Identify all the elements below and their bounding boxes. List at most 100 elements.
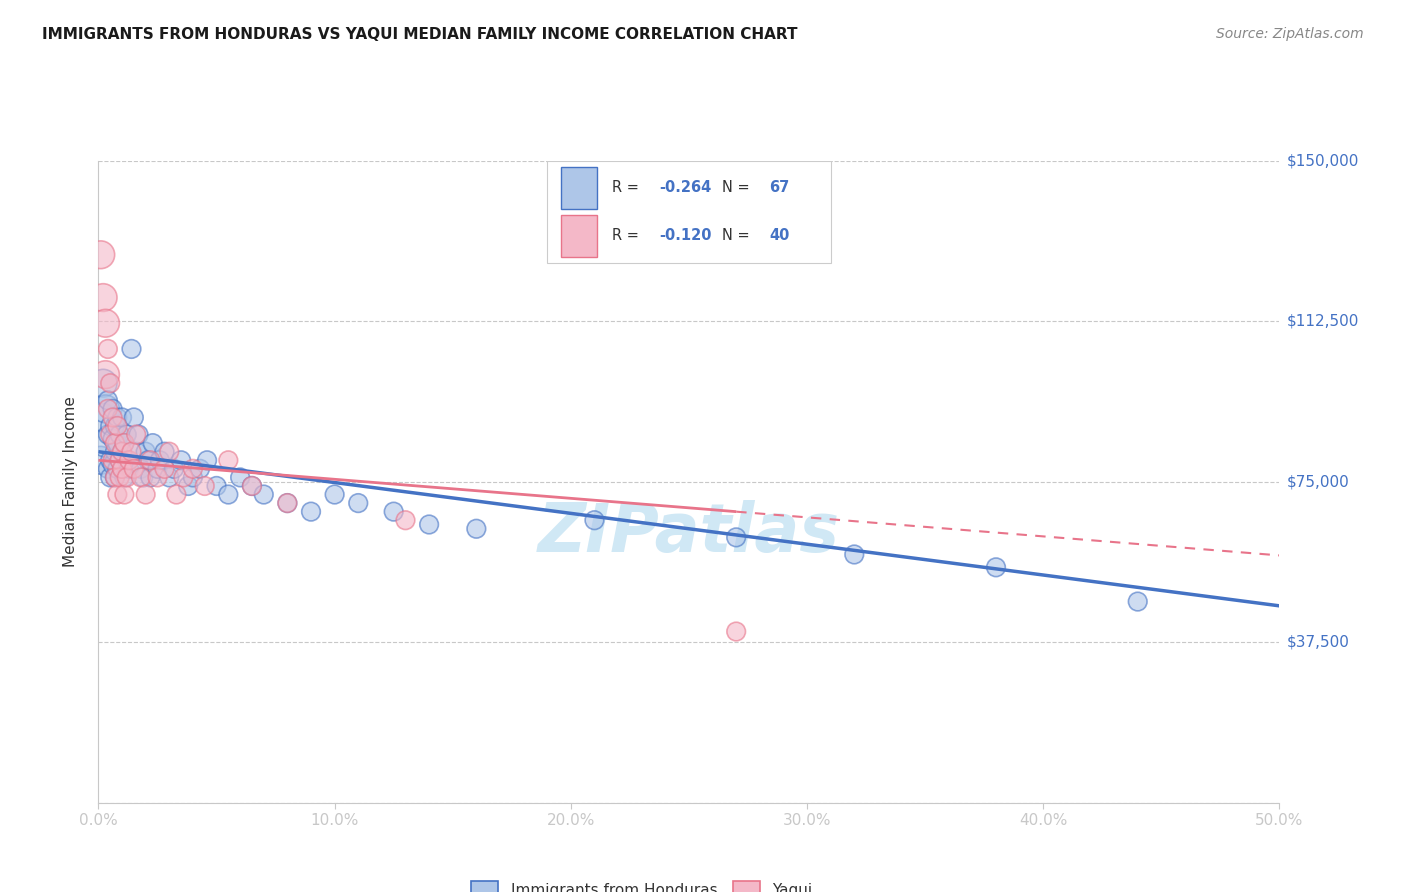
Point [97, 393, 120, 408]
Y-axis label: Median Family Income: Median Family Income [63, 396, 77, 567]
Point [125, 444, 148, 458]
Point [105, 419, 128, 434]
Point [112, 436, 135, 450]
Point [98, 376, 121, 391]
Point [217, 487, 239, 501]
Point [172, 470, 194, 484]
Point [101, 453, 124, 467]
Point [101, 432, 124, 446]
Point [163, 462, 186, 476]
FancyBboxPatch shape [561, 215, 596, 257]
Point [465, 522, 488, 536]
Point [146, 470, 169, 484]
Point [276, 496, 298, 510]
Text: IMMIGRANTS FROM HONDURAS VS YAQUI MEDIAN FAMILY INCOME CORRELATION CHART: IMMIGRANTS FROM HONDURAS VS YAQUI MEDIAN… [42, 27, 797, 42]
Point [115, 470, 138, 484]
Point [101, 458, 124, 472]
Point [725, 624, 748, 639]
Point [418, 517, 440, 532]
Point [108, 427, 131, 442]
Point [844, 548, 866, 562]
FancyBboxPatch shape [547, 161, 831, 263]
Text: R =: R = [612, 180, 644, 195]
Point [132, 470, 155, 484]
Point [111, 410, 134, 425]
Point [149, 453, 172, 467]
Point [253, 487, 276, 501]
Point [97, 462, 120, 476]
Point [118, 453, 141, 467]
Point [91, 376, 114, 391]
Point [347, 496, 370, 510]
Point [194, 479, 217, 493]
Point [276, 496, 298, 510]
Point [90, 248, 112, 262]
Point [104, 444, 127, 458]
Point [139, 470, 162, 484]
Point [188, 462, 211, 476]
Point [112, 487, 135, 501]
Text: ZIPatlas: ZIPatlas [538, 500, 839, 566]
Text: Source: ZipAtlas.com: Source: ZipAtlas.com [1216, 27, 1364, 41]
Point [153, 444, 176, 458]
Text: $75,000: $75,000 [1286, 475, 1350, 489]
Point [90, 453, 112, 467]
Point [139, 453, 162, 467]
Point [157, 444, 180, 458]
Point [135, 444, 157, 458]
Point [129, 470, 152, 484]
Text: N =: N = [723, 180, 754, 195]
Point [105, 487, 128, 501]
Point [394, 513, 416, 527]
Point [725, 530, 748, 544]
Point [240, 479, 263, 493]
Point [111, 444, 134, 458]
Point [112, 470, 135, 484]
Point [91, 291, 114, 305]
Point [105, 436, 128, 450]
Point [104, 470, 127, 484]
Point [157, 470, 180, 484]
Point [181, 470, 204, 484]
Point [98, 427, 121, 442]
Point [115, 427, 138, 442]
Text: $112,500: $112,500 [1286, 314, 1358, 328]
Point [118, 462, 141, 476]
Point [323, 487, 346, 501]
Legend: Immigrants from Honduras, Yaqui: Immigrants from Honduras, Yaqui [465, 875, 818, 892]
Point [142, 436, 165, 450]
Point [984, 560, 1007, 574]
Text: 67: 67 [769, 180, 790, 195]
Point [217, 453, 239, 467]
Point [1126, 594, 1149, 608]
Text: $150,000: $150,000 [1286, 153, 1358, 168]
Point [98, 470, 121, 484]
Point [108, 453, 131, 467]
Point [146, 462, 169, 476]
Point [240, 479, 263, 493]
Point [136, 453, 159, 467]
Point [122, 462, 145, 476]
Point [97, 342, 120, 356]
Point [98, 419, 121, 434]
Point [97, 401, 120, 416]
Point [181, 462, 204, 476]
Point [195, 453, 218, 467]
Point [104, 436, 127, 450]
Point [94, 436, 117, 450]
Point [205, 479, 228, 493]
Point [153, 462, 176, 476]
Point [101, 401, 124, 416]
Text: R =: R = [612, 228, 644, 244]
Text: N =: N = [723, 228, 754, 244]
Point [111, 462, 134, 476]
Point [97, 427, 120, 442]
Point [94, 401, 117, 416]
Point [98, 453, 121, 467]
Point [299, 505, 322, 519]
Point [94, 316, 117, 330]
Point [128, 427, 150, 442]
Point [108, 470, 131, 484]
Point [382, 505, 405, 519]
Point [177, 479, 200, 493]
